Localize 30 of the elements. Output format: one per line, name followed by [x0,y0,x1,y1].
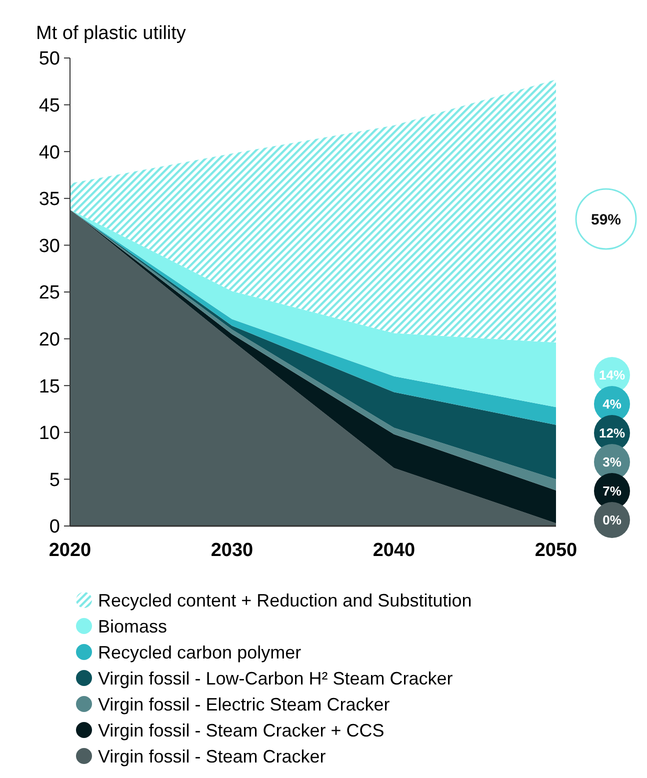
legend-label: Virgin fossil - Low-Carbon H² Steam Cracker [98,668,453,688]
y-tick-label: 5 [49,470,60,491]
legend-label: Virgin fossil - Electric Steam Cracker [98,694,390,714]
y-tick-label: 50 [38,48,60,70]
x-tick-label: 2050 [534,540,578,561]
legend-label: Recycled carbon polymer [98,642,302,662]
y-tick-label: 15 [38,376,60,398]
legend-label: Biomass [98,616,168,636]
y-tick-label: 25 [38,282,60,304]
x-tick-label: 2040 [372,540,416,561]
y-tick-label: 40 [38,142,60,164]
text: 14% [598,368,626,383]
text: 3% [602,454,622,470]
y-tick-label: 0 [49,516,60,538]
legend-label: Recycled content + Reduction and Substitution [98,590,472,610]
text: 0% [602,512,622,528]
y-tick-label: 20 [38,329,60,350]
legend-label: Virgin fossil - Steam Cracker + CCS [98,720,384,740]
y-tick-label: 35 [38,189,60,210]
y-axis-title: Mt of plastic utility [36,23,186,44]
y-tick-label: 45 [38,95,60,116]
text: 7% [602,484,622,499]
y-tick-label: 30 [38,236,60,257]
x-tick-label: 2020 [48,540,92,561]
y-tick-label: 10 [38,423,60,444]
text: 59% [590,211,622,228]
x-tick-label: 2030 [210,540,254,561]
text: 4% [602,396,622,412]
text: 12% [598,426,626,441]
legend-label: Virgin fossil - Steam Cracker [98,746,326,766]
